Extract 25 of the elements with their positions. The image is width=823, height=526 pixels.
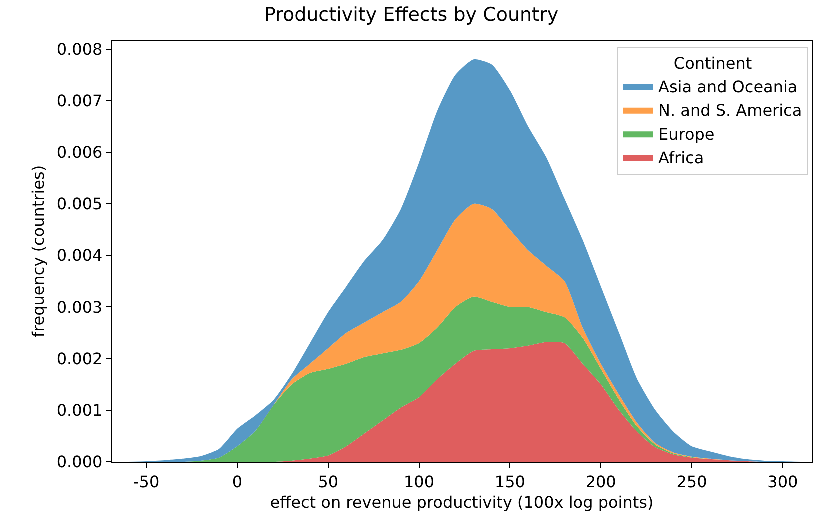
y-tick-label: 0.002 [56,349,103,368]
y-tick-label: 0.007 [56,91,103,110]
legend-title: Continent [674,54,752,74]
x-tick-label: 150 [494,472,526,492]
y-tick-label: 0.005 [56,194,103,214]
x-tick-label: 50 [318,472,339,492]
x-axis-title: effect on revenue productivity (100x log points) [270,493,654,512]
y-tick-label: 0.004 [56,246,103,266]
y-tick-label: 0.008 [56,40,103,59]
x-tick-label: 300 [768,472,798,492]
y-axis-title: frequency (countries) [28,165,48,338]
legend-label: N. and S. America [658,101,802,120]
chart-title: Productivity Effects by Country [264,4,559,26]
legend-label: Europe [658,124,715,144]
legend-label: Asia and Oceania [658,77,798,96]
y-tick-label: 0.001 [56,401,103,420]
x-tick-label: -50 [133,472,160,492]
x-tick-label: 100 [404,472,435,492]
y-tick-label: 0.006 [56,143,103,162]
y-tick-label: 0.000 [56,452,103,472]
x-tick-label: 0 [232,472,243,492]
x-tick-label: 200 [586,472,616,492]
y-tick-label: 0.003 [56,298,103,317]
x-tick-label: 250 [676,472,708,492]
legend-label: Africa [658,148,704,168]
